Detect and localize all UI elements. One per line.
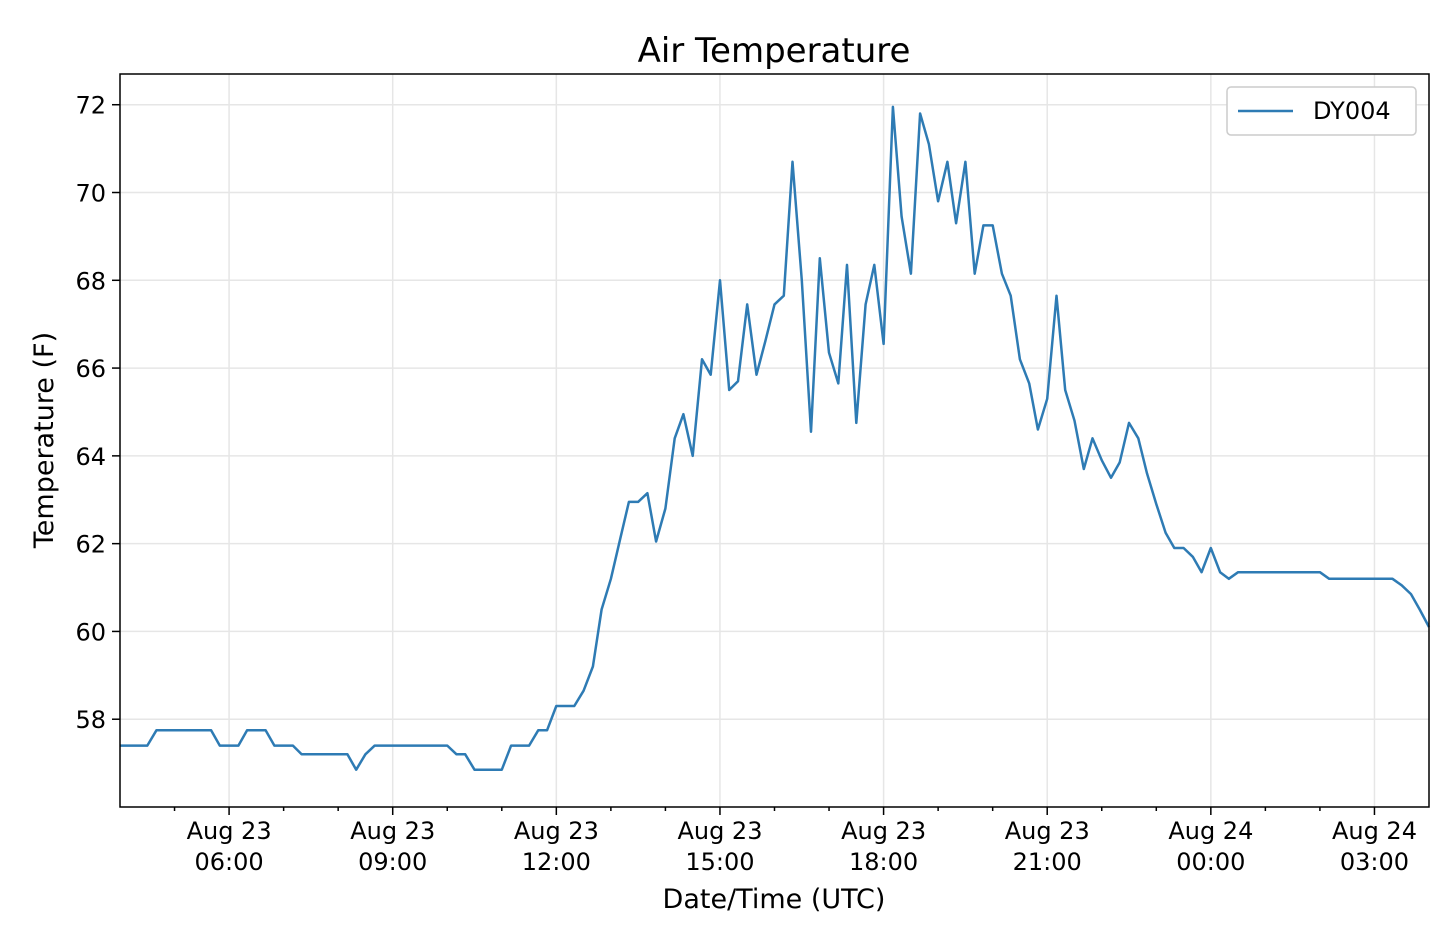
x-tick-label-date: Aug 23 (187, 817, 272, 845)
y-tick-label: 64 (75, 443, 106, 471)
chart-title: Air Temperature (638, 31, 911, 71)
y-axis-label: Temperature (F) (29, 332, 60, 549)
x-tick-label-time: 00:00 (1176, 848, 1245, 876)
x-tick-label-date: Aug 23 (514, 817, 599, 845)
x-tick-label-date: Aug 24 (1332, 817, 1417, 845)
x-tick-label-date: Aug 24 (1168, 817, 1253, 845)
x-tick-label-date: Aug 23 (350, 817, 435, 845)
legend-label-dy004: DY004 (1313, 97, 1391, 125)
tick-layer: 58 60 62 64 66 68 70 72 Aug 23 06:00 Aug 23 09:00 Au… (75, 92, 1417, 876)
x-tick-label-date: Aug 23 (677, 817, 762, 845)
y-tick-label: 72 (75, 92, 106, 120)
y-tick-label: 70 (75, 180, 106, 208)
series-line-dy004 (120, 105, 1431, 771)
x-axis-label: Date/Time (UTC) (663, 884, 886, 915)
x-tick-label-time: 09:00 (358, 848, 427, 876)
x-tick-label-time: 21:00 (1013, 848, 1082, 876)
x-tick-label-date: Aug 23 (1005, 817, 1090, 845)
y-tick-label: 60 (75, 618, 106, 646)
x-tick-label-time: 06:00 (194, 848, 263, 876)
x-tick-label-time: 15:00 (685, 848, 754, 876)
x-tick-label-date: Aug 23 (841, 817, 926, 845)
legend-box (1226, 86, 1417, 136)
y-tick-label: 66 (75, 355, 106, 383)
plot-frame (119, 73, 1430, 808)
x-tick-label-time: 03:00 (1340, 848, 1409, 876)
grid-layer (120, 74, 1429, 807)
y-tick-label: 62 (75, 531, 106, 559)
x-tick-label-time: 18:00 (849, 848, 918, 876)
y-tick-label: 58 (75, 706, 106, 734)
series-layer (120, 105, 1431, 771)
y-tick-label: 68 (75, 267, 106, 295)
x-tick-label-time: 12:00 (522, 848, 591, 876)
legend: DY004 (1226, 86, 1417, 136)
